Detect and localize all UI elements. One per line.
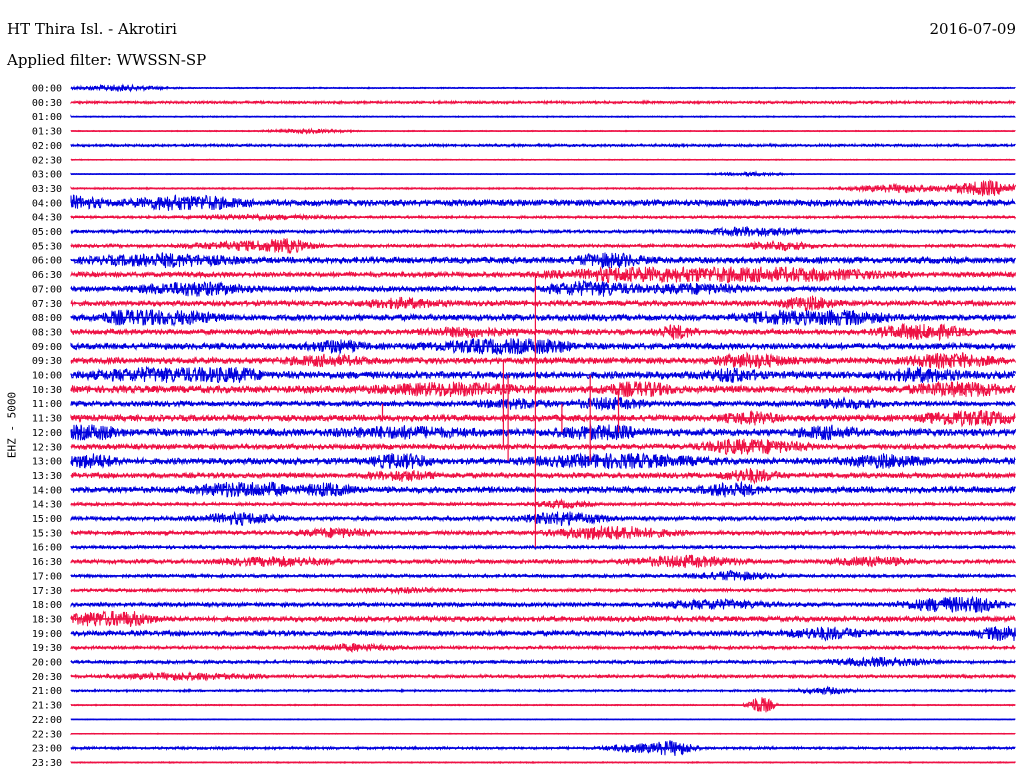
time-label: 16:00 — [32, 543, 62, 554]
time-label: 05:00 — [32, 227, 62, 238]
time-label: 10:30 — [32, 385, 62, 396]
time-label: 08:00 — [32, 313, 62, 324]
time-label: 22:00 — [32, 715, 62, 726]
time-label: 17:30 — [32, 586, 62, 597]
time-label: 14:30 — [32, 500, 62, 511]
time-label: 18:30 — [32, 614, 62, 625]
station-title: HT Thira Isl. - Akrotiri — [7, 20, 177, 38]
time-label: 02:00 — [32, 141, 62, 152]
time-label: 13:30 — [32, 471, 62, 482]
time-label: 20:30 — [32, 672, 62, 683]
time-label: 06:30 — [32, 270, 62, 281]
time-label: 04:30 — [32, 213, 62, 224]
time-label: 03:00 — [32, 170, 62, 181]
time-label: 14:00 — [32, 485, 62, 496]
time-label: 23:00 — [32, 744, 62, 755]
trace-line — [70, 252, 1016, 270]
time-label: 18:00 — [32, 600, 62, 611]
time-label: 11:30 — [32, 414, 62, 425]
time-labels: 00:00 00:30 01:00 01:30 02:00 02:30 03:00 03:30… — [32, 84, 62, 769]
time-label: 08:30 — [32, 327, 62, 338]
time-label: 04:00 — [32, 198, 62, 209]
time-label: 19:00 — [32, 629, 62, 640]
trace-line — [70, 194, 1016, 211]
time-label: 00:30 — [32, 98, 62, 109]
trace-line — [70, 452, 1016, 470]
trace-line — [70, 626, 1016, 642]
time-label: 01:00 — [32, 112, 62, 123]
time-label: 12:30 — [32, 442, 62, 453]
time-label: 13:00 — [32, 457, 62, 468]
time-label: 15:30 — [32, 528, 62, 539]
time-label: 12:00 — [32, 428, 62, 439]
trace-line — [70, 266, 1016, 284]
time-label: 01:30 — [32, 127, 62, 138]
time-label: 05:30 — [32, 241, 62, 252]
time-label: 21:00 — [32, 686, 62, 697]
time-label: 19:30 — [32, 643, 62, 654]
time-label: 17:00 — [32, 571, 62, 582]
time-label: 07:30 — [32, 299, 62, 310]
time-label: 16:30 — [32, 557, 62, 568]
time-label: 06:00 — [32, 256, 62, 267]
time-label: 11:00 — [32, 399, 62, 410]
time-label: 02:30 — [32, 155, 62, 166]
time-label: 21:30 — [32, 701, 62, 712]
time-label: 20:00 — [32, 658, 62, 669]
trace-line — [70, 279, 1016, 297]
time-label: 09:30 — [32, 356, 62, 367]
time-label: 07:00 — [32, 284, 62, 295]
trace-line — [70, 480, 1016, 498]
filter-label: Applied filter: WWSSN-SP — [7, 51, 207, 69]
time-label: 00:00 — [32, 84, 62, 95]
traces — [70, 83, 1016, 765]
time-label: 09:00 — [32, 342, 62, 353]
time-label: 03:30 — [32, 184, 62, 195]
time-label: 23:30 — [32, 758, 62, 769]
record-date: 2016-07-09 — [929, 20, 1016, 38]
trace-line — [70, 595, 1016, 613]
trace-line — [70, 309, 1016, 327]
time-label: 15:00 — [32, 514, 62, 525]
trace-line — [70, 381, 1016, 398]
trace-line — [70, 468, 1016, 485]
time-label: 10:00 — [32, 371, 62, 382]
time-label: 22:30 — [32, 729, 62, 740]
trace-line — [70, 365, 1016, 384]
event-spikes — [381, 274, 620, 548]
trace-line — [70, 338, 1016, 356]
trace-line — [70, 238, 1016, 255]
trace-line — [70, 423, 1016, 441]
